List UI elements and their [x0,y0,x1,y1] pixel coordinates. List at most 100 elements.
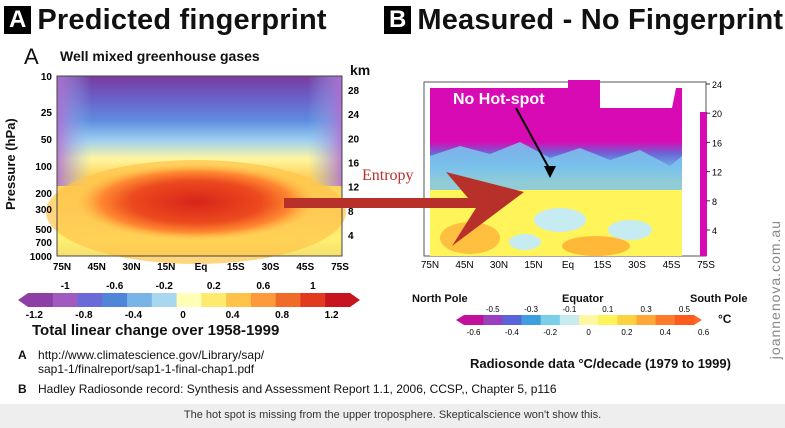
latitude-tick-label: 75S [697,260,715,271]
km-tick-label: 8 [712,197,717,207]
colorbar-b-top-tick: -0.1 [563,305,577,314]
colorbar-a-swatch [77,293,103,307]
colorbar-b-bottom-tick: 0.2 [621,328,633,337]
colorbar-b-swatch [559,315,580,325]
colorbar-a-bottom-tick: 0 [180,310,186,321]
latitude-tick-label: 15S [594,260,612,271]
colorbar-a-swatch [151,293,178,307]
km-tick-label: 24 [348,110,360,121]
panel-b-colorbar: -0.5 -0.3 -0.1 0.1 0.3 0.5 -0.6 -0.4 -0.2 0 0.2 0.… [456,305,710,337]
colorbar-a-top-tick: -1 [61,281,70,292]
colorbar-b-swatch [540,315,561,325]
colorbar-a-swatch [275,293,301,307]
panel-a-km-ticks: 28 24 20 16 12 8 4 [348,86,360,242]
colorbar-a-top-tick: -0.6 [106,281,124,292]
colorbar-a-swatch [28,293,54,307]
panel-a-subtitle: Well mixed greenhouse gases [60,48,260,64]
colorbar-b-top-tick: 0.3 [641,305,653,314]
colorbar-a-bottom-tick: 0.8 [275,310,289,321]
colorbar-a-swatch [102,293,128,307]
colorbar-b-bottom-tick: -0.4 [505,328,519,337]
km-tick-label: 16 [712,138,722,148]
reference-a: A http://www.climatescience.gov/Library/… [18,348,264,362]
entropy-arrow-shaft [284,198,430,208]
panel-b-cyan-blob-1 [534,208,586,232]
colorbar-a-swatch [201,293,227,307]
panel-b-badge: B [384,6,412,34]
km-tick-label: 12 [712,168,722,178]
colorbar-b-top-tick: 0.1 [602,305,614,314]
panel-b-cyan-blob-2 [608,220,652,240]
pressure-tick-label: 10 [41,72,53,83]
reference-b: B Hadley Radiosonde record: Synthesis an… [18,382,557,396]
panel-a-hot-spot [76,164,316,240]
km-tick-label: 16 [348,159,360,170]
colorbar-b-bottom-tick: 0.4 [660,328,672,337]
latitude-tick-label: 30N [122,262,140,273]
panel-b-orange-blob-2 [562,236,630,256]
pressure-tick-label: 50 [41,135,53,146]
colorbar-b-bottom-tick: 0.6 [698,328,710,337]
panel-a-colorbar-title: Total linear change over 1958-1999 [32,322,280,339]
panel-a-header: A Predicted fingerprint [4,2,327,38]
pressure-tick-label: 100 [35,162,52,173]
km-tick-label: 28 [348,86,360,97]
colorbar-b-swatch [636,315,657,325]
latitude-tick-label: Eq [195,262,208,273]
pressure-tick-label: 700 [35,238,52,249]
pressure-tick-label: 25 [41,108,53,119]
colorbar-a-bottom-tick: -1.2 [26,310,44,321]
km-tick-label: 8 [348,207,354,218]
latitude-tick-label: 45S [296,262,314,273]
panel-a-frame [56,75,343,257]
north-pole-label: North Pole [412,293,468,305]
reference-a-marker: A [18,348,27,362]
latitude-tick-label: 45N [455,260,473,271]
colorbar-a-swatch [176,293,202,307]
colorbar-b-swatch [521,315,542,325]
colorbar-a-top-tick: 0.2 [207,281,221,292]
pressure-tick-label: 200 [35,189,52,200]
latitude-tick-label: 30N [490,260,508,271]
panel-a-badge: A [4,6,32,34]
km-tick-label: 20 [348,134,360,145]
colorbar-b-swatch [655,315,676,325]
panel-a-chart: 10 25 50 100 200 300 500 700 1000 28 24 20 16 12 8 4 7… [30,72,360,273]
colorbar-b-top-tick: -0.5 [486,305,500,314]
panel-b-km-ticks: 24 20 16 12 8 4 [706,80,722,236]
panel-a-colorbar: -1 -0.6 -0.2 0.2 0.6 1 -1.2 -0.8 -0.4 0 0.4 0.8 1.2 [18,281,360,321]
colorbar-a-swatch [325,293,351,307]
colorbar-b-bottom-tick: 0 [586,328,591,337]
colorbar-a-swatch [52,293,79,307]
colorbar-b-swatch [502,315,522,325]
colorbar-a-top-tick: 0.6 [256,281,270,292]
latitude-tick-label: 15S [227,262,245,273]
colorbar-a-right-cap [350,293,360,307]
colorbar-b-top-tick: 0.5 [679,305,691,314]
panel-b-right-strip [700,112,707,256]
colorbar-b-swatch [674,315,695,325]
reference-b-marker: B [18,382,27,396]
colorbar-a-left-cap [18,293,28,307]
panel-b-colorbar-title: Radiosonde data °C/decade (1979 to 1999) [470,356,731,371]
colorbar-b-top-tick: -0.3 [524,305,538,314]
colorbar-b-bottom-tick: -0.2 [543,328,557,337]
latitude-tick-label: 15N [157,262,175,273]
km-tick-label: 12 [348,183,360,194]
no-hotspot-label: No Hot-spot [453,91,545,108]
colorbar-a-swatch [300,293,326,307]
entropy-arrow-head [430,172,524,246]
no-hotspot-pointer [515,107,551,171]
colorbar-b-left-cap [456,315,464,325]
south-pole-label: South Pole [690,293,748,305]
entropy-label: Entropy [362,167,414,184]
latitude-tick-label: 45S [663,260,681,271]
colorbar-b-right-cap [694,315,702,325]
colorbar-a-bottom-tick: -0.8 [75,310,93,321]
panel-a-title: Predicted fingerprint [37,3,327,36]
km-tick-label: 4 [348,231,354,242]
colorbar-a-swatch [127,293,153,307]
latitude-tick-label: 45N [88,262,106,273]
latitude-tick-label: 75S [331,262,349,273]
colorbar-a-bottom-tick: 0.4 [226,310,240,321]
